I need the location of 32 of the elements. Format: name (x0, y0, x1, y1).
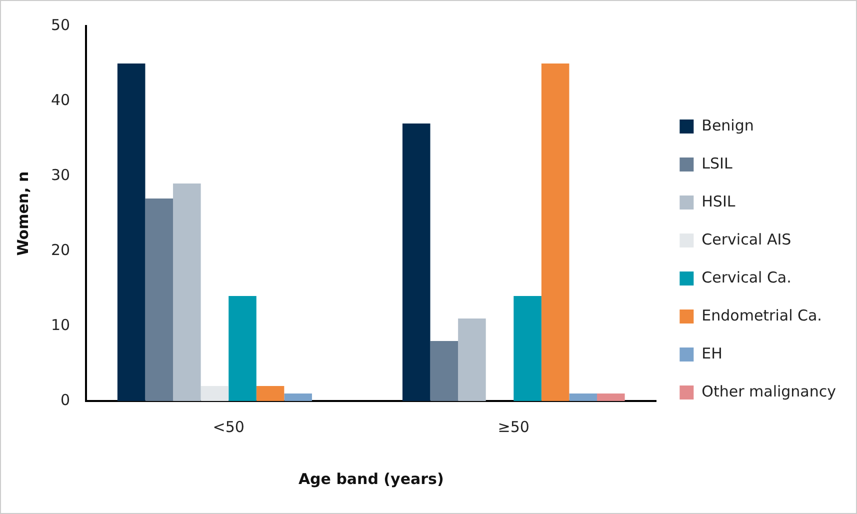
legend-label: LSIL (702, 154, 733, 172)
legend-label: HSIL (702, 192, 736, 210)
bar (514, 296, 542, 401)
y-tick-label: 30 (50, 166, 70, 184)
bar (173, 184, 201, 401)
bar (256, 386, 284, 401)
bar (541, 64, 570, 401)
legend-label: Endometrial Ca. (702, 306, 822, 324)
bar (145, 198, 174, 401)
bar (200, 386, 229, 401)
bar (228, 296, 256, 401)
bar (458, 318, 486, 401)
y-tick-label: 0 (60, 390, 70, 409)
x-axis-title: Age band (years) (298, 470, 444, 488)
legend-label: Cervical Ca. (702, 268, 792, 286)
y-tick-label: 40 (50, 90, 70, 109)
y-tick-label: 20 (50, 240, 70, 259)
x-tick-label: ≥50 (498, 418, 530, 436)
bar (569, 394, 598, 401)
y-axis-title: Women, n (14, 171, 32, 256)
legend-label: Cervical AIS (702, 230, 792, 248)
y-tick-label: 10 (50, 316, 70, 334)
bar (402, 124, 430, 401)
bar (117, 64, 146, 401)
legend-label: EH (702, 344, 722, 362)
legend-label: Other malignancy (702, 382, 836, 400)
bar (284, 394, 312, 401)
legend-label: Benign (702, 116, 754, 134)
y-tick-label: 50 (50, 16, 70, 34)
x-tick-label: <50 (212, 418, 244, 436)
bar (430, 341, 458, 401)
bar (597, 394, 625, 401)
